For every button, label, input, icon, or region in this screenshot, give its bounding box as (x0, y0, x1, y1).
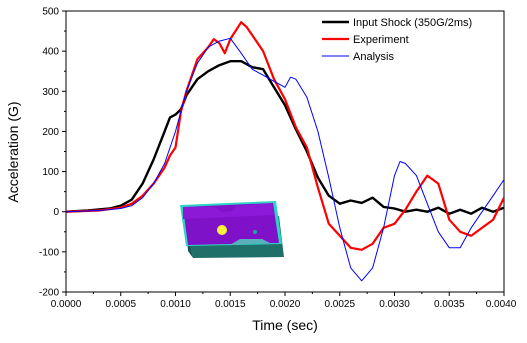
series-line-experiment (66, 21, 504, 251)
x-axis-title: Time (sec) (252, 317, 318, 333)
legend: Input Shock (350G/2ms) Experiment Analys… (322, 17, 472, 63)
series-line-input-shock (66, 60, 504, 215)
x-tick-label: 0.0040 (486, 299, 517, 310)
x-tick-label: 0.0000 (51, 299, 82, 310)
x-tick-label: 0.0025 (324, 299, 355, 310)
x-tick-label: 0.0030 (379, 299, 410, 310)
y-tick-label: -200 (39, 288, 59, 299)
y-tick-label: 100 (42, 167, 59, 178)
y-axis: -200 -100 0 100 200 300 400 500 (39, 7, 66, 299)
x-axis: 0.0000 0.0005 0.0010 0.0015 0.0020 0.0025 0.00… (51, 292, 517, 310)
y-axis-title: Acceleration (G) (5, 101, 21, 202)
legend-label-input-shock: Input Shock (350G/2ms) (353, 17, 472, 29)
y-tick-label: -100 (39, 247, 59, 258)
plot-frame (65, 10, 505, 293)
y-tick-label: 300 (42, 87, 59, 98)
x-tick-label: 0.0020 (270, 299, 301, 310)
legend-label-analysis: Analysis (353, 51, 394, 63)
x-tick-label: 0.0035 (434, 299, 465, 310)
y-tick-label: 0 (53, 207, 59, 218)
x-tick-label: 0.0010 (160, 299, 191, 310)
x-tick-label: 0.0015 (215, 299, 246, 310)
circuit-board-image (180, 201, 284, 258)
series-line-analysis (66, 37, 504, 282)
x-tick-label: 0.0005 (105, 299, 136, 310)
y-tick-label: 400 (42, 47, 59, 58)
y-tick-label: 200 (42, 127, 59, 138)
y-tick-label: 500 (42, 7, 59, 18)
legend-label-experiment: Experiment (353, 34, 409, 46)
